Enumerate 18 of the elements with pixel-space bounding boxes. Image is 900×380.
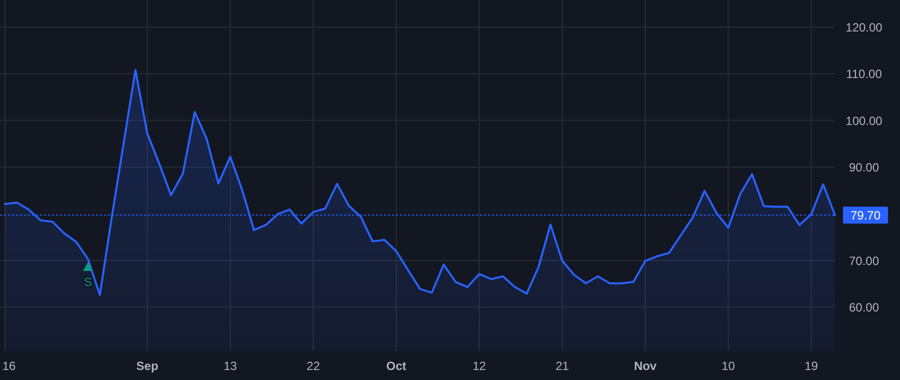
y-tick-label: 100.00 [846, 114, 883, 128]
x-tick-label: Oct [386, 359, 406, 373]
x-tick-label: 12 [472, 359, 486, 373]
y-tick-label: 120.00 [846, 20, 883, 35]
series-label: S [84, 274, 92, 289]
y-tick-label: 90.00 [848, 160, 880, 175]
x-tick-label: 13 [224, 359, 238, 373]
y-tick-label: 70.00 [848, 254, 880, 268]
x-tick-label: 21 [556, 359, 570, 373]
x-tick-label: 19 [804, 359, 818, 373]
ref-line-label: 79.70 [850, 208, 881, 223]
x-tick-label: 22 [306, 359, 320, 373]
x-tick-label: Nov [634, 359, 657, 373]
x-tick-label: 16 [2, 359, 16, 373]
x-tick-label: 10 [722, 359, 736, 373]
x-tick-label: Sep [136, 359, 158, 373]
y-tick-label: 110.00 [846, 67, 882, 82]
y-tick-label: 60.00 [848, 300, 880, 315]
